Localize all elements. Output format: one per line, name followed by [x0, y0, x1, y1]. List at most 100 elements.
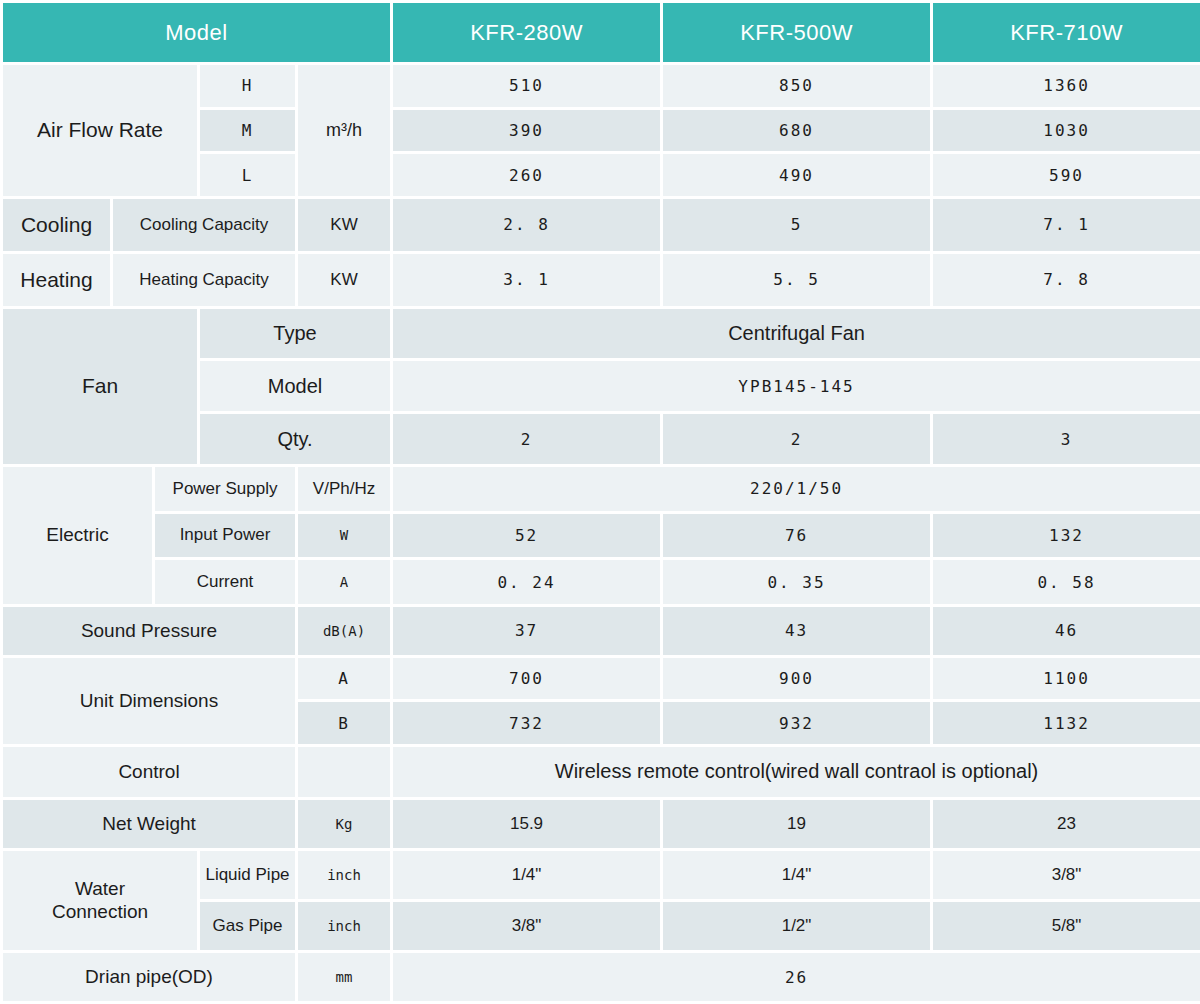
fan-qty-value-500w: 2 [662, 413, 932, 466]
table-row: Cooling Cooling Capacity KW 2. 8 5 7. 1 [2, 197, 1200, 252]
heating-unit: KW [297, 252, 392, 307]
control-value: Wireless remote control(wired wall contr… [392, 746, 1200, 799]
heating-capacity-label: Heating Capacity [112, 252, 297, 307]
drain-pipe-unit: mm [297, 952, 392, 1003]
power-supply-label: Power Supply [154, 465, 297, 512]
net-weight-label: Net Weight [2, 798, 297, 849]
current-value-280w: 0. 24 [392, 559, 662, 606]
table-row: Sound Pressure dB(A) 37 43 46 [2, 606, 1200, 657]
cooling-value-500w: 5 [662, 197, 932, 252]
liquid-pipe-value-280w: 1/4" [392, 849, 662, 900]
liquid-pipe-value-500w: 1/4" [662, 849, 932, 900]
table-row: Current A 0. 24 0. 35 0. 58 [2, 559, 1200, 606]
air-flow-speed-l-label: L [199, 153, 297, 198]
air-flow-h-value-710w: 1360 [932, 64, 1200, 109]
fan-qty-value-710w: 3 [932, 413, 1200, 466]
gas-pipe-value-710w: 5/8" [932, 900, 1200, 951]
table-row: Air Flow Rate H m³/h 510 850 1360 [2, 64, 1200, 109]
fan-type-value: Centrifugal Fan [392, 307, 1200, 360]
table-row: Electric Power Supply V/Ph/Hz 220/1/50 [2, 465, 1200, 512]
air-flow-l-value-710w: 590 [932, 153, 1200, 198]
table-row: Unit Dimensions A 700 900 1100 [2, 656, 1200, 701]
dimension-a-value-500w: 900 [662, 656, 932, 701]
air-flow-unit: m³/h [297, 64, 392, 198]
net-weight-unit: Kg [297, 798, 392, 849]
heating-value-280w: 3. 1 [392, 252, 662, 307]
control-label: Control [2, 746, 297, 799]
table-row: Heating Heating Capacity KW 3. 1 5. 5 7.… [2, 252, 1200, 307]
liquid-pipe-label: Liquid Pipe [199, 849, 297, 900]
net-weight-value-280w: 15.9 [392, 798, 662, 849]
table-row: Water Connection Liquid Pipe inch 1/4" 1… [2, 849, 1200, 900]
spec-sheet: Model KFR-280W KFR-500W KFR-710W Air Flo… [0, 0, 1200, 1004]
dimension-b-value-710w: 1132 [932, 701, 1200, 746]
electric-label: Electric [2, 465, 154, 605]
liquid-pipe-value-710w: 3/8" [932, 849, 1200, 900]
column-header-kfr-710w: KFR-710W [932, 2, 1200, 64]
fan-qty-label: Qty. [199, 413, 392, 466]
control-unit-empty-cell [297, 746, 392, 799]
air-flow-m-value-710w: 1030 [932, 108, 1200, 153]
table-row: Control Wireless remote control(wired wa… [2, 746, 1200, 799]
gas-pipe-value-500w: 1/2" [662, 900, 932, 951]
air-flow-m-value-500w: 680 [662, 108, 932, 153]
dimension-a-value-710w: 1100 [932, 656, 1200, 701]
fan-model-label: Model [199, 360, 392, 413]
dimension-b-label: B [297, 701, 392, 746]
table-row: Drian pipe(OD) mm 26 [2, 952, 1200, 1003]
header-row: Model KFR-280W KFR-500W KFR-710W [2, 2, 1200, 64]
drain-pipe-label: Drian pipe(OD) [2, 952, 297, 1003]
current-value-500w: 0. 35 [662, 559, 932, 606]
cooling-value-710w: 7. 1 [932, 197, 1200, 252]
liquid-pipe-unit: inch [297, 849, 392, 900]
cooling-label: Cooling [2, 197, 112, 252]
table-row: Input Power W 52 76 132 [2, 512, 1200, 559]
air-flow-l-value-500w: 490 [662, 153, 932, 198]
air-flow-speed-m-label: M [199, 108, 297, 153]
fan-label: Fan [2, 307, 199, 465]
gas-pipe-value-280w: 3/8" [392, 900, 662, 951]
net-weight-value-500w: 19 [662, 798, 932, 849]
dimension-b-value-280w: 732 [392, 701, 662, 746]
net-weight-value-710w: 23 [932, 798, 1200, 849]
fan-qty-value-280w: 2 [392, 413, 662, 466]
dimension-a-label: A [297, 656, 392, 701]
cooling-capacity-label: Cooling Capacity [112, 197, 297, 252]
cooling-unit: KW [297, 197, 392, 252]
column-header-kfr-280w: KFR-280W [392, 2, 662, 64]
gas-pipe-label: Gas Pipe [199, 900, 297, 951]
heating-label: Heating [2, 252, 112, 307]
input-power-value-280w: 52 [392, 512, 662, 559]
cooling-value-280w: 2. 8 [392, 197, 662, 252]
sound-value-710w: 46 [932, 606, 1200, 657]
dimension-b-value-500w: 932 [662, 701, 932, 746]
heating-value-710w: 7. 8 [932, 252, 1200, 307]
power-supply-value: 220/1/50 [392, 465, 1200, 512]
gas-pipe-unit: inch [297, 900, 392, 951]
input-power-unit: W [297, 512, 392, 559]
air-flow-m-value-280w: 390 [392, 108, 662, 153]
heating-value-500w: 5. 5 [662, 252, 932, 307]
dimension-a-value-280w: 700 [392, 656, 662, 701]
air-flow-rate-label: Air Flow Rate [2, 64, 199, 198]
input-power-value-500w: 76 [662, 512, 932, 559]
unit-dimensions-label: Unit Dimensions [2, 656, 297, 745]
air-flow-speed-h-label: H [199, 64, 297, 109]
fan-type-label: Type [199, 307, 392, 360]
column-header-kfr-500w: KFR-500W [662, 2, 932, 64]
power-supply-unit: V/Ph/Hz [297, 465, 392, 512]
water-connection-label: Water Connection [2, 849, 199, 952]
current-unit: A [297, 559, 392, 606]
input-power-label: Input Power [154, 512, 297, 559]
sound-value-280w: 37 [392, 606, 662, 657]
table-row: Fan Type Centrifugal Fan [2, 307, 1200, 360]
table-row: Net Weight Kg 15.9 19 23 [2, 798, 1200, 849]
air-flow-h-value-280w: 510 [392, 64, 662, 109]
current-label: Current [154, 559, 297, 606]
air-flow-l-value-280w: 260 [392, 153, 662, 198]
air-flow-h-value-500w: 850 [662, 64, 932, 109]
fan-model-value: YPB145-145 [392, 360, 1200, 413]
sound-pressure-unit: dB(A) [297, 606, 392, 657]
spec-table: Model KFR-280W KFR-500W KFR-710W Air Flo… [0, 0, 1200, 1004]
sound-pressure-label: Sound Pressure [2, 606, 297, 657]
